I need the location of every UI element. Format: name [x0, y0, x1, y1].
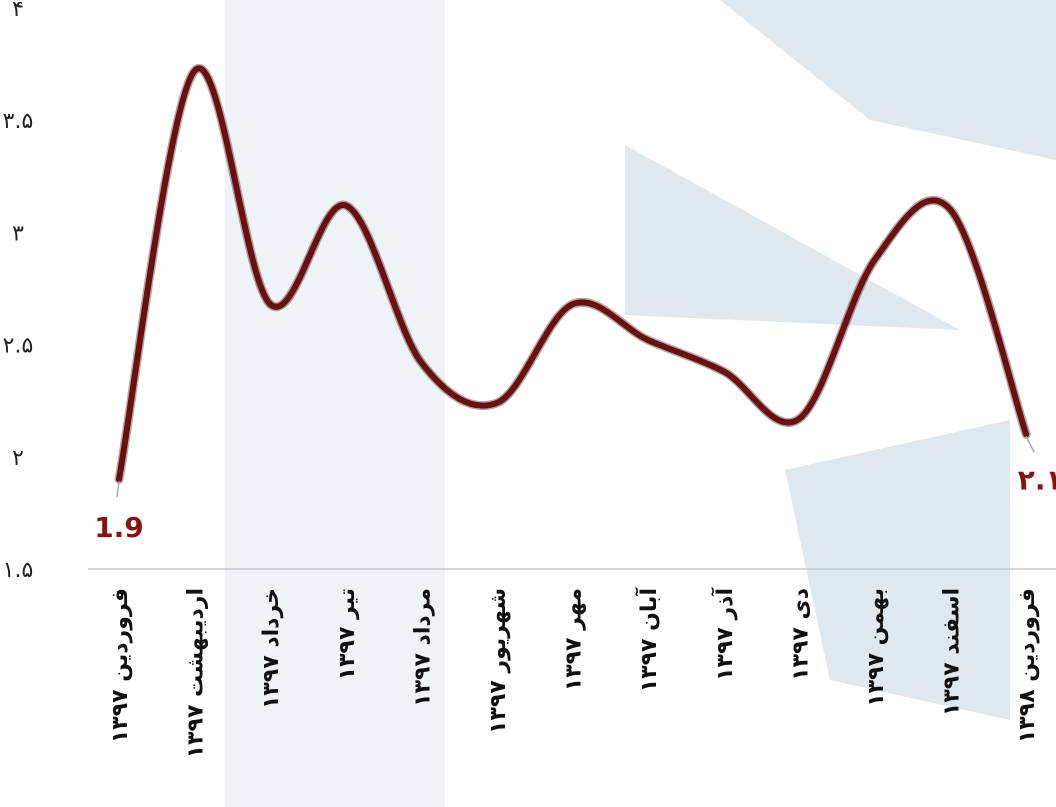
watermark-shape-mid — [625, 145, 960, 330]
data-label-leader — [116, 481, 120, 498]
y-axis-ticks: ۱.۵ ۲ ۲.۵ ۳ ۳.۵ ۴ — [3, 0, 34, 583]
data-point — [572, 303, 574, 305]
x-tick-label: مهر ۱۳۹۷ — [562, 588, 587, 691]
x-tick-label: آبان ۱۳۹۷ — [634, 588, 662, 693]
data-point — [118, 478, 120, 480]
x-tick-label: اردیبهشت ۱۳۹۷ — [184, 588, 209, 758]
data-point — [950, 209, 952, 211]
x-tick-label: تیر ۱۳۹۷ — [335, 588, 360, 680]
data-label-first: 1.9 — [94, 511, 144, 544]
x-tick-label: اسفند ۱۳۹۷ — [940, 588, 965, 716]
data-point — [874, 258, 876, 260]
x-tick-label: آذر ۱۳۹۷ — [710, 588, 738, 681]
data-point — [647, 339, 649, 341]
data-point — [269, 303, 271, 305]
y-tick-label: ۴ — [12, 0, 24, 22]
y-tick-label: ۳ — [12, 221, 24, 246]
watermark-band — [225, 0, 445, 807]
y-tick-label: ۳.۵ — [3, 109, 34, 134]
data-label-leader — [1025, 436, 1035, 453]
data-point — [496, 402, 498, 404]
x-tick-label: فروردین ۱۳۹۸ — [1015, 588, 1040, 743]
y-tick-label: ۲ — [12, 446, 24, 471]
data-point — [723, 371, 725, 373]
x-tick-label: خرداد ۱۳۹۷ — [259, 588, 284, 709]
data-point — [194, 70, 196, 72]
series-group — [114, 63, 1031, 484]
x-tick-label: فروردین ۱۳۹۷ — [108, 588, 133, 743]
watermark-shape-top — [720, 0, 1056, 160]
x-tick-label: مرداد ۱۳۹۷ — [410, 588, 435, 707]
x-tick-label: دی ۱۳۹۷ — [788, 588, 813, 681]
x-tick-label: بهمن ۱۳۹۷ — [864, 588, 889, 707]
watermark-shape-low — [785, 420, 1010, 720]
data-point — [420, 362, 422, 364]
x-axis-ticks: فروردین ۱۳۹۷ اردیبهشت ۱۳۹۷ خرداد ۱۳۹۷ تیر ۱… — [108, 588, 1040, 759]
watermark-shapes — [225, 0, 1056, 807]
data-point — [798, 418, 800, 420]
data-point — [1025, 433, 1027, 435]
x-tick-label: شهریور ۱۳۹۷ — [486, 588, 511, 734]
y-tick-label: ۱.۵ — [3, 558, 34, 583]
data-point — [345, 204, 347, 206]
y-tick-label: ۲.۵ — [3, 334, 34, 359]
data-labels: 1.9 ۲.۱ — [94, 436, 1056, 544]
data-label-last: ۲.۱ — [1018, 463, 1056, 496]
